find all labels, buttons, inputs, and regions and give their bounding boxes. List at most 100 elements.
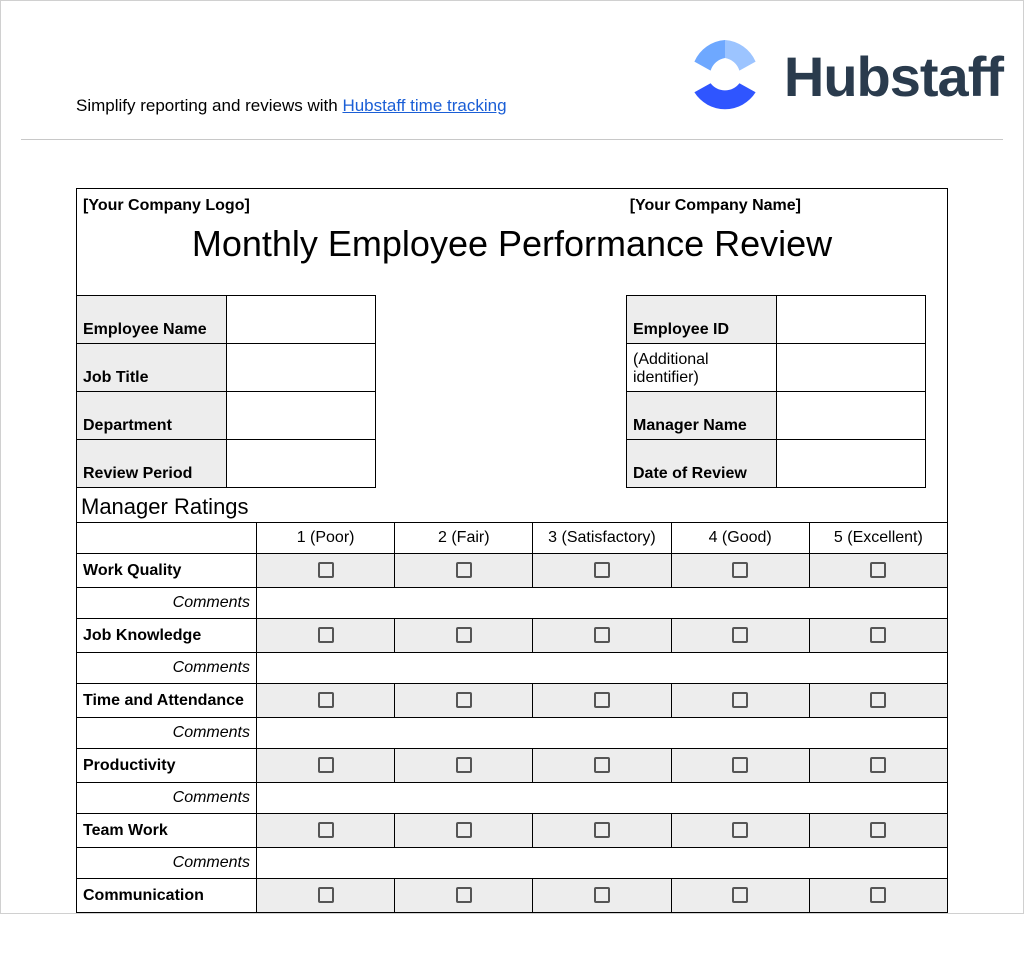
rating-cell[interactable] [671, 749, 809, 783]
checkbox-icon[interactable] [318, 692, 334, 708]
checkbox-icon[interactable] [870, 822, 886, 838]
rating-category: Team Work [77, 814, 257, 848]
field-value[interactable] [227, 392, 376, 440]
checkbox-icon[interactable] [456, 562, 472, 578]
checkbox-icon[interactable] [456, 887, 472, 903]
checkbox-icon[interactable] [732, 757, 748, 773]
rating-cell[interactable] [257, 684, 395, 718]
field-value[interactable] [227, 440, 376, 488]
checkbox-icon[interactable] [732, 562, 748, 578]
comments-label: Comments [77, 848, 257, 879]
info-table-left: Employee Name Job Title Department Revie… [76, 295, 376, 488]
header-tagline: Simplify reporting and reviews with Hubs… [21, 36, 507, 116]
checkbox-icon[interactable] [318, 562, 334, 578]
checkbox-icon[interactable] [594, 887, 610, 903]
checkbox-icon[interactable] [318, 627, 334, 643]
field-value[interactable] [777, 296, 926, 344]
rating-cell[interactable] [671, 814, 809, 848]
checkbox-icon[interactable] [594, 627, 610, 643]
checkbox-icon[interactable] [732, 822, 748, 838]
field-value[interactable] [777, 344, 926, 392]
rating-cell[interactable] [533, 684, 671, 718]
checkbox-icon[interactable] [594, 692, 610, 708]
field-label: Department [77, 392, 227, 440]
checkbox-icon[interactable] [318, 757, 334, 773]
rating-header: 1 (Poor) [257, 523, 395, 554]
rating-cell[interactable] [809, 879, 947, 913]
rating-cell[interactable] [257, 879, 395, 913]
comments-field[interactable] [257, 783, 948, 814]
comments-label: Comments [77, 783, 257, 814]
rating-category: Communication [77, 879, 257, 913]
checkbox-icon[interactable] [594, 822, 610, 838]
checkbox-icon[interactable] [870, 692, 886, 708]
rating-cell[interactable] [257, 749, 395, 783]
rating-cell[interactable] [395, 814, 533, 848]
field-label: (Additional identifier) [627, 344, 777, 392]
form-title: Monthly Employee Performance Review [77, 215, 947, 295]
field-label: Employee Name [77, 296, 227, 344]
comments-field[interactable] [257, 848, 948, 879]
checkbox-icon[interactable] [318, 887, 334, 903]
rating-cell[interactable] [395, 749, 533, 783]
rating-cell[interactable] [395, 684, 533, 718]
field-value[interactable] [227, 344, 376, 392]
table-row: Employee Name [77, 296, 376, 344]
rating-cell[interactable] [671, 879, 809, 913]
info-table-right: Employee ID (Additional identifier) Mana… [626, 295, 926, 488]
rating-cell[interactable] [257, 554, 395, 588]
header-link[interactable]: Hubstaff time tracking [342, 96, 506, 115]
checkbox-icon[interactable] [456, 757, 472, 773]
checkbox-icon[interactable] [870, 757, 886, 773]
rating-cell[interactable] [257, 619, 395, 653]
rating-cell[interactable] [809, 814, 947, 848]
comments-field[interactable] [257, 588, 948, 619]
field-value[interactable] [777, 440, 926, 488]
checkbox-icon[interactable] [870, 887, 886, 903]
checkbox-icon[interactable] [870, 562, 886, 578]
rating-cell[interactable] [809, 749, 947, 783]
header-row: Simplify reporting and reviews with Hubs… [21, 31, 1003, 121]
rating-cell[interactable] [533, 749, 671, 783]
table-row: Employee ID [627, 296, 926, 344]
field-label: Date of Review [627, 440, 777, 488]
checkbox-icon[interactable] [732, 627, 748, 643]
rating-cell[interactable] [395, 879, 533, 913]
checkbox-icon[interactable] [732, 692, 748, 708]
ratings-header-row: 1 (Poor) 2 (Fair) 3 (Satisfactory) 4 (Go… [77, 523, 948, 554]
checkbox-icon[interactable] [870, 627, 886, 643]
rating-cell[interactable] [809, 619, 947, 653]
checkbox-icon[interactable] [594, 562, 610, 578]
comments-field[interactable] [257, 718, 948, 749]
comments-row: Comments [77, 588, 948, 619]
company-logo-placeholder: [Your Company Logo] [83, 197, 250, 215]
rating-cell[interactable] [395, 554, 533, 588]
checkbox-icon[interactable] [456, 692, 472, 708]
rating-cell[interactable] [395, 619, 533, 653]
checkbox-icon[interactable] [456, 627, 472, 643]
rating-cell[interactable] [257, 814, 395, 848]
rating-cell[interactable] [533, 554, 671, 588]
comments-row: Comments [77, 653, 948, 684]
rating-cell[interactable] [671, 684, 809, 718]
checkbox-icon[interactable] [456, 822, 472, 838]
comments-label: Comments [77, 653, 257, 684]
rating-cell[interactable] [671, 619, 809, 653]
comments-label: Comments [77, 718, 257, 749]
rating-cell[interactable] [809, 684, 947, 718]
checkbox-icon[interactable] [732, 887, 748, 903]
table-row: Date of Review [627, 440, 926, 488]
rating-category: Work Quality [77, 554, 257, 588]
checkbox-icon[interactable] [318, 822, 334, 838]
rating-cell[interactable] [533, 879, 671, 913]
field-value[interactable] [227, 296, 376, 344]
table-row: Review Period [77, 440, 376, 488]
field-value[interactable] [777, 392, 926, 440]
rating-cell[interactable] [533, 619, 671, 653]
checkbox-icon[interactable] [594, 757, 610, 773]
rating-row: Job Knowledge [77, 619, 948, 653]
rating-cell[interactable] [533, 814, 671, 848]
rating-cell[interactable] [809, 554, 947, 588]
comments-field[interactable] [257, 653, 948, 684]
rating-cell[interactable] [671, 554, 809, 588]
